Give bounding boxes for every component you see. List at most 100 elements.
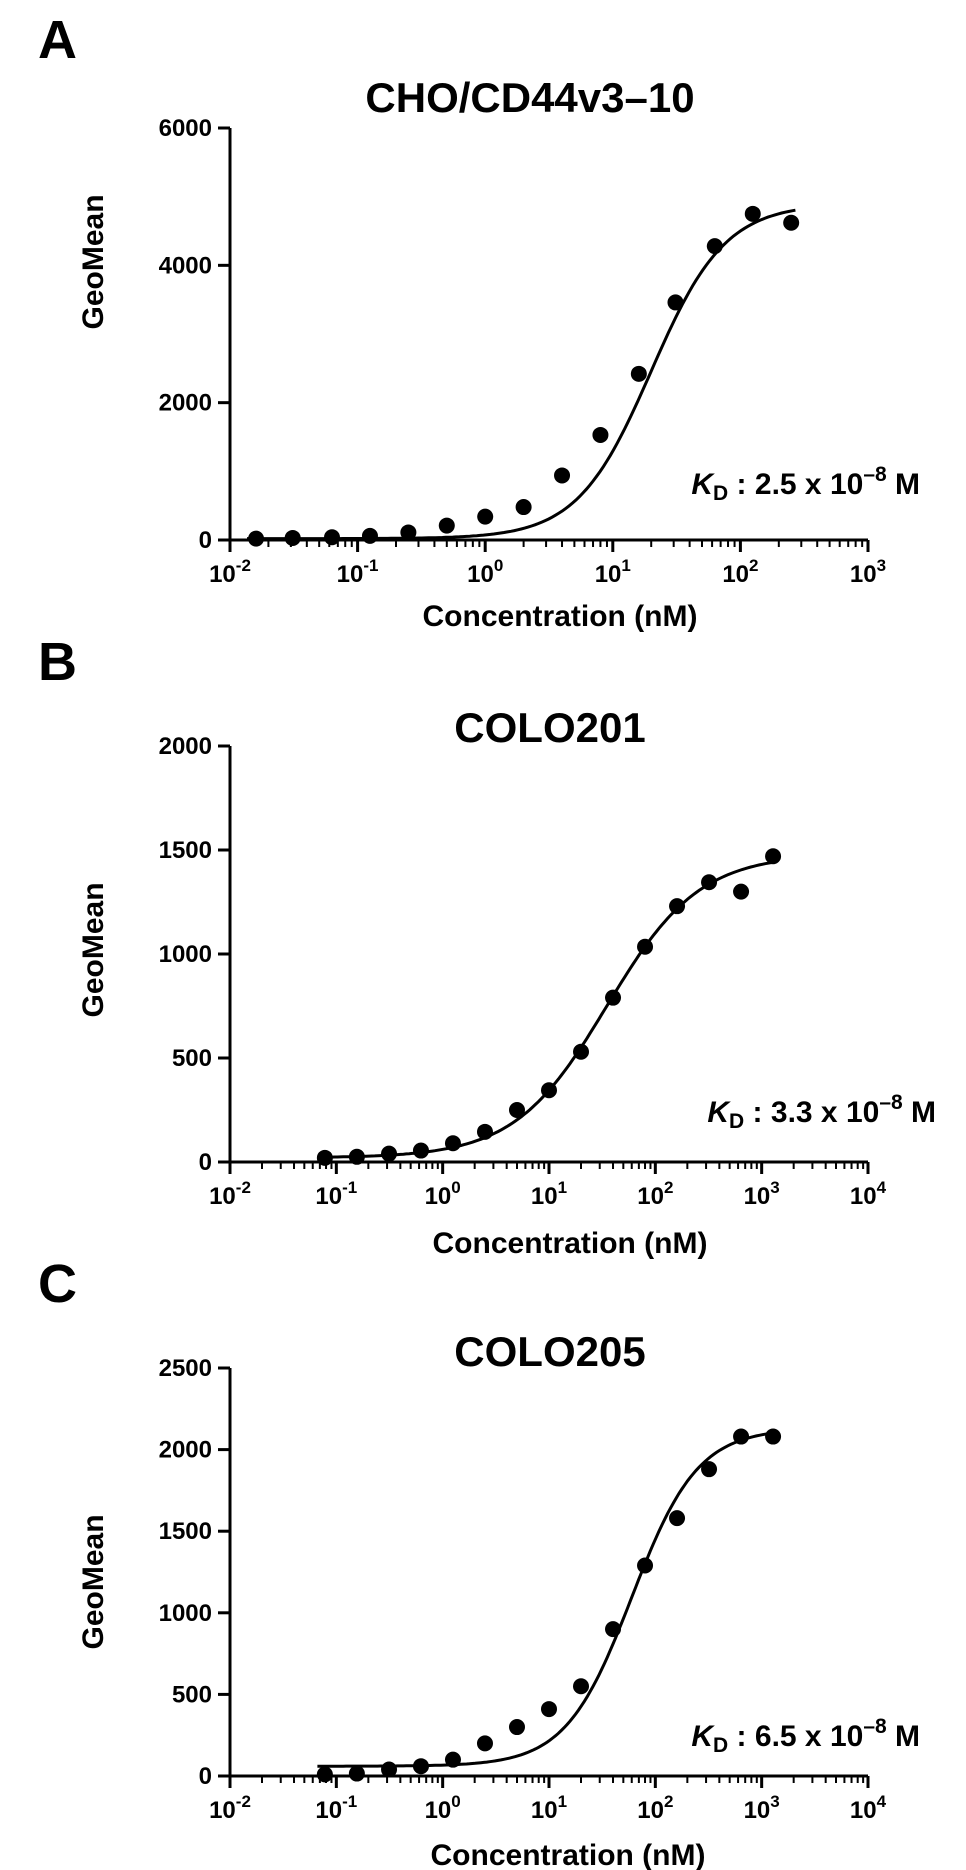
y-tick-label-c: 500	[172, 1681, 212, 1708]
data-point-b	[605, 989, 622, 1006]
data-point-c	[316, 1766, 333, 1783]
y-tick-label-c: 2500	[159, 1355, 212, 1382]
data-point-b	[541, 1082, 557, 1099]
data-point-c	[444, 1751, 461, 1768]
panel-letter-a: A	[38, 10, 77, 70]
x-tick-label-b: 10-1	[315, 1178, 357, 1210]
kd-annotation-b: KD : 3.3 x 10–8 M	[707, 1091, 936, 1133]
data-point-c	[669, 1510, 686, 1527]
data-point-a	[667, 294, 684, 311]
x-tick-label-b: 100	[425, 1178, 461, 1210]
kd-value-b: : 3.3 x 10	[744, 1096, 879, 1129]
kd-exponent-c: –8	[863, 1715, 887, 1738]
data-point-c	[348, 1765, 365, 1782]
kd-exponent-a: –8	[863, 463, 887, 486]
data-point-a	[630, 365, 647, 382]
data-point-b	[733, 883, 750, 900]
data-point-b	[444, 1135, 461, 1152]
y-tick-label-b: 0	[199, 1149, 212, 1176]
y-tick-label-c: 2000	[159, 1437, 212, 1464]
x-tick-label-b: 102	[637, 1178, 673, 1210]
x-tick-label-a: 102	[722, 556, 758, 588]
panel-c: C COLO205 GeoMean Concentration (nM) 0 50…	[38, 1254, 920, 1870]
chart-title-a: CHO/CD44v3–10	[365, 74, 694, 121]
y-tick-label-a: 2000	[159, 390, 212, 417]
data-point-c	[701, 1461, 718, 1478]
x-tick-label-b: 104	[850, 1178, 887, 1210]
y-tick-label-c: 0	[199, 1763, 212, 1790]
y-tick-label-a: 0	[199, 527, 212, 554]
data-point-b	[765, 848, 782, 865]
x-axis-label-c: Concentration (nM)	[431, 1839, 706, 1870]
chart-title-b: COLO201	[454, 704, 645, 751]
kd-annotation-c: KD : 6.5 x 10–8 M	[691, 1715, 920, 1757]
y-axis-label-a: GeoMean	[77, 194, 110, 329]
y-axis-label-b: GeoMean	[77, 882, 110, 1017]
data-point-b	[701, 874, 718, 891]
panel-a: A CHO/CD44v3–10 GeoMean Concentration (n…	[38, 10, 920, 633]
data-point-c	[541, 1701, 557, 1718]
data-point-c	[573, 1678, 590, 1695]
data-point-a	[248, 530, 265, 547]
x-tick-label-c: 10-1	[315, 1792, 357, 1824]
kd-unit-b: M	[903, 1096, 936, 1129]
data-point-b	[508, 1102, 525, 1118]
y-tick-label-a: 6000	[159, 115, 212, 142]
kd-subscript-b: D	[729, 1110, 744, 1133]
y-tick-label-b: 1500	[159, 837, 212, 864]
data-point-c	[765, 1428, 782, 1445]
x-axis-label-a: Concentration (nM)	[423, 600, 698, 633]
kd-unit-a: M	[887, 468, 920, 501]
x-tick-label-c: 10-2	[209, 1792, 251, 1824]
x-tick-label-a: 103	[850, 556, 886, 588]
data-point-c	[508, 1719, 525, 1736]
data-point-c	[733, 1428, 750, 1445]
data-point-a	[554, 467, 571, 484]
chart-title-c: COLO205	[454, 1328, 645, 1375]
x-tick-label-c: 103	[744, 1792, 780, 1824]
kd-exponent-b: –8	[879, 1091, 903, 1114]
data-point-c	[412, 1758, 429, 1775]
x-tick-label-c: 101	[531, 1792, 567, 1824]
data-point-b	[316, 1149, 333, 1166]
data-point-c	[476, 1735, 493, 1752]
kd-value-a: : 2.5 x 10	[728, 468, 863, 501]
x-tick-label-a: 101	[595, 556, 631, 588]
data-point-b	[669, 898, 686, 915]
data-point-a	[400, 524, 417, 541]
x-tick-label-b: 101	[531, 1178, 567, 1210]
y-tick-label-c: 1500	[159, 1518, 212, 1545]
x-tick-label-a: 10-2	[209, 556, 251, 588]
x-tick-label-b: 10-2	[209, 1178, 251, 1210]
x-tick-label-b: 103	[744, 1178, 780, 1210]
y-tick-label-b: 500	[172, 1045, 212, 1072]
x-tick-label-c: 102	[637, 1792, 673, 1824]
panel-letter-c: C	[38, 1254, 77, 1314]
kd-symbol-a: K	[691, 468, 715, 501]
x-axis-label-b: Concentration (nM)	[433, 1227, 708, 1260]
data-point-a	[592, 426, 609, 443]
y-tick-label-b: 2000	[159, 733, 212, 760]
data-point-a	[783, 214, 800, 231]
x-tick-label-a: 100	[467, 556, 503, 588]
y-tick-label-b: 1000	[159, 941, 212, 968]
x-tick-label-c: 100	[425, 1792, 461, 1824]
plot-area-c: 0 500 1000 1500 2000 2500 10-2 10-1 100 101 102 103…	[159, 1355, 887, 1824]
data-point-b	[412, 1142, 429, 1159]
data-point-a	[323, 529, 340, 546]
y-tick-label-a: 4000	[159, 252, 212, 279]
kd-value-c: : 6.5 x 10	[728, 1720, 863, 1753]
y-axis-label-c: GeoMean	[77, 1514, 110, 1649]
kd-unit-c: M	[887, 1720, 920, 1753]
data-point-c	[381, 1761, 398, 1778]
data-point-a	[477, 508, 494, 525]
y-tick-label-c: 1000	[159, 1600, 212, 1627]
kd-subscript-c: D	[713, 1734, 728, 1757]
kd-symbol-b: K	[707, 1096, 731, 1129]
data-point-b	[573, 1043, 590, 1060]
panel-letter-b: B	[38, 632, 77, 692]
plot-area-b: 0 500 1000 1500 2000 10-2 10-1 100 101 102 103 104	[159, 733, 887, 1210]
data-point-b	[637, 938, 654, 955]
panel-b: B COLO201 GeoMean Concentration (nM) 0 50…	[38, 632, 936, 1260]
